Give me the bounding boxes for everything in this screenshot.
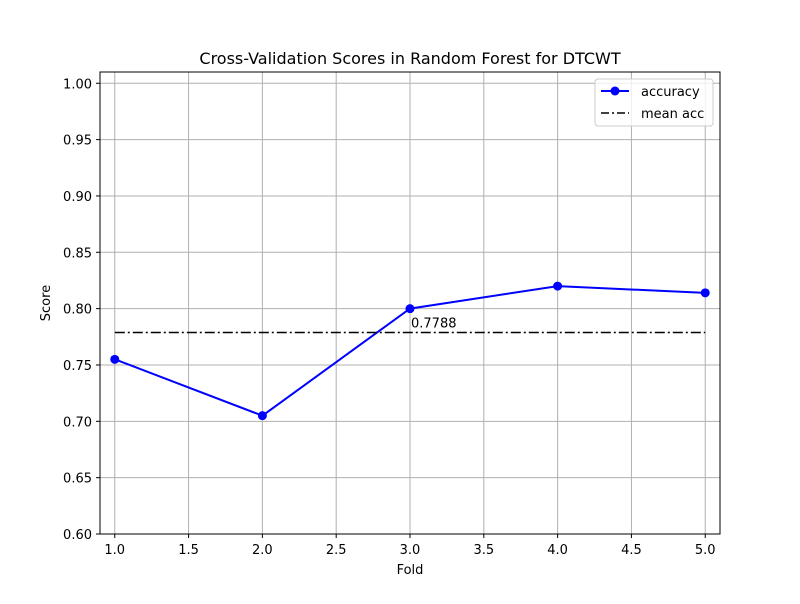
x-tick-label: 1.0 [104,543,125,558]
legend-accuracy-marker [610,86,620,96]
chart-title: Cross-Validation Scores in Random Forest… [199,49,620,68]
y-tick-label: 0.85 [63,246,92,261]
x-tick-label: 3.5 [473,543,494,558]
accuracy-point [405,304,415,314]
x-axis-label: Fold [397,563,424,578]
y-tick-label: 0.70 [63,415,92,430]
accuracy-point [700,288,710,298]
legend: accuracy mean acc [594,78,714,127]
x-tick-label: 2.5 [326,543,347,558]
accuracy-point [110,354,120,364]
x-tick-label: 1.5 [178,543,199,558]
accuracy-point [257,411,267,421]
legend-accuracy-label: accuracy [641,85,700,100]
y-tick-label: 0.65 [63,472,92,487]
y-tick-label: 0.60 [63,528,92,543]
y-tick-label: 0.90 [63,190,92,205]
x-tick-label: 5.0 [695,543,716,558]
annotations: 0.7788 [411,317,457,332]
axis-ticks: 1.0 1.5 2.0 2.5 3.0 3.5 4.0 4.5 5.0 0.60 0.65 0.70 0… [63,77,716,558]
x-tick-label: 2.0 [252,543,273,558]
x-tick-label: 4.5 [621,543,642,558]
mean-annotation: 0.7788 [411,317,457,332]
series-layer [110,281,710,421]
x-tick-label: 3.0 [400,543,421,558]
y-tick-label: 0.80 [63,303,92,318]
x-tick-label: 4.0 [547,543,568,558]
y-tick-label: 0.75 [63,359,92,374]
accuracy-point [553,281,563,291]
y-tick-label: 0.95 [63,134,92,149]
legend-mean-acc-label: mean acc [641,107,704,122]
y-tick-label: 1.00 [63,77,92,92]
y-axis-label: Score [39,285,54,321]
